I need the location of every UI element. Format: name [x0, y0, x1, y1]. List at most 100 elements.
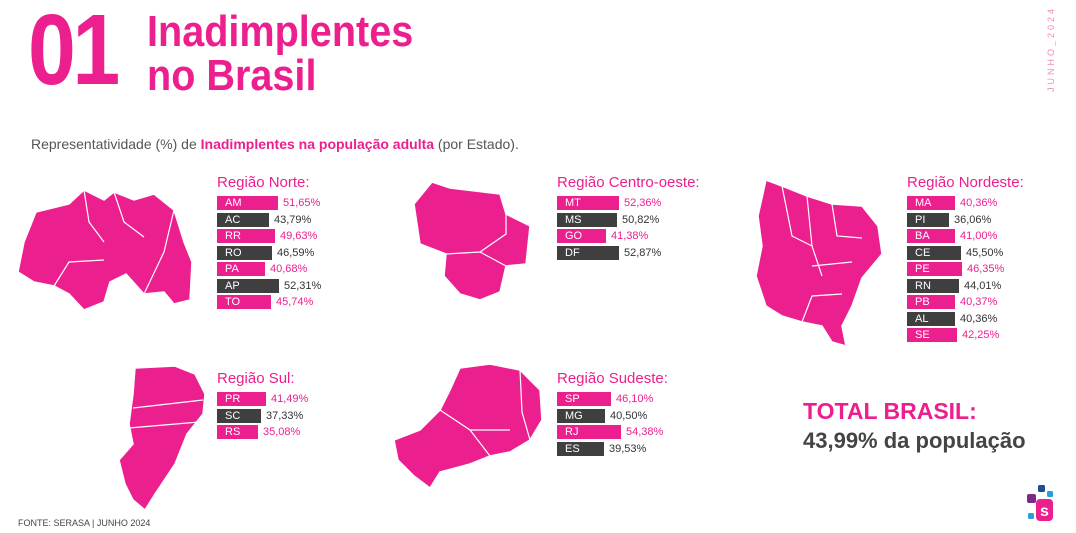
subtitle-suffix: (por Estado).: [434, 136, 519, 152]
bar-row: AL 40,36%: [907, 311, 1024, 328]
total-value: 43,99% da população: [803, 428, 1026, 453]
map-centro-oeste: [413, 181, 531, 301]
bar-row: AM 51,65%: [217, 195, 320, 212]
bar: SE: [907, 328, 957, 342]
bar-row: PI 36,06%: [907, 212, 1024, 229]
bar-value-label: 40,36%: [960, 312, 998, 325]
bar: MT: [557, 196, 619, 210]
page-title: Inadimplentes no Brasil: [147, 10, 413, 98]
bar: PE: [907, 262, 962, 276]
bar-value-label: 41,00%: [960, 230, 998, 242]
bar-row: RO 46,59%: [217, 245, 314, 262]
subtitle-prefix: Representatividade (%) de: [31, 136, 201, 152]
bar-value-label: 46,35%: [967, 263, 1005, 275]
region-norte: Região Norte: AM 51,65% AC 43,79% RR 49,63% RO…: [217, 174, 321, 311]
total-label: TOTAL BRASIL:: [803, 398, 977, 424]
bar: MS: [557, 212, 617, 227]
bar: RJ: [557, 425, 621, 439]
region-title: Região Sul:: [217, 370, 295, 387]
bar-value-label: 36,06%: [954, 213, 992, 226]
bar-row: SC 37,33%: [217, 408, 303, 425]
source-note: FONTE: SERASA | JUNHO 2024: [18, 518, 151, 528]
bar: PI: [907, 212, 949, 227]
bar-row: MT 52,36%: [557, 195, 700, 212]
bar-row: AC 43,79%: [217, 212, 312, 229]
bar-row: AP 52,31%: [217, 278, 321, 295]
bar-row: RJ 54,38%: [557, 424, 668, 441]
bar-value-label: 45,50%: [966, 246, 1004, 259]
side-date-label: JUNHO_2024: [1046, 5, 1056, 92]
region-title: Região Norte:: [217, 174, 310, 191]
bar: AL: [907, 311, 955, 326]
region-title: Região Centro-oeste:: [557, 174, 700, 191]
bar-value-label: 43,79%: [274, 213, 312, 226]
bar: CE: [907, 245, 961, 260]
bar-value-label: 51,65%: [283, 197, 321, 209]
bar-row: PB 40,37%: [907, 294, 1024, 311]
bar-row: PA 40,68%: [217, 261, 310, 278]
bar: DF: [557, 245, 619, 260]
bar-value-label: 41,49%: [271, 393, 309, 405]
bar-row: RR 49,63%: [217, 228, 317, 245]
region-sul: Região Sul: PR 41,49% SC 37,33% RS 35,08%: [217, 370, 308, 441]
map-sudeste: [393, 363, 543, 490]
bar: GO: [557, 229, 606, 243]
bar-row: PE 46,35%: [907, 261, 1024, 278]
bar: RR: [217, 229, 275, 243]
serasa-logo-icon: s: [1027, 485, 1053, 521]
region-nordeste: Região Nordeste: MA 40,36% PI 36,06% BA 41,00…: [907, 174, 1024, 344]
bar: RN: [907, 278, 959, 293]
bar-value-label: 42,25%: [962, 329, 1000, 341]
bar-value-label: 46,59%: [277, 246, 315, 259]
bar: PB: [907, 295, 955, 309]
bar-row: CE 45,50%: [907, 245, 1024, 262]
bar: RS: [217, 425, 258, 439]
bar: MG: [557, 408, 605, 423]
bar-row: TO 45,74%: [217, 294, 313, 311]
bar: AP: [217, 278, 279, 293]
bar-row: DF 52,87%: [557, 245, 700, 262]
bar: AM: [217, 196, 278, 210]
bar-row: MA 40,36%: [907, 195, 1024, 212]
bar: SC: [217, 408, 261, 423]
page-title-line-1: Inadimplentes: [147, 7, 414, 56]
bar-value-label: 40,50%: [610, 409, 648, 422]
bar-value-label: 52,87%: [624, 246, 662, 259]
region-rows: PR 41,49% SC 37,33% RS 35,08%: [217, 391, 308, 441]
bar-row: MS 50,82%: [557, 212, 700, 229]
bar-value-label: 52,31%: [284, 279, 322, 292]
bar-value-label: 41,38%: [611, 230, 649, 242]
region-title: Região Nordeste:: [907, 174, 1024, 191]
bar: SP: [557, 392, 611, 406]
region-title: Região Sudeste:: [557, 370, 668, 387]
bar-row: SP 46,10%: [557, 391, 668, 408]
bar-value-label: 54,38%: [626, 426, 664, 438]
region-rows: MT 52,36% MS 50,82% GO 41,38% DF 52,87%: [557, 195, 700, 261]
bar-row: PR 41,49%: [217, 391, 308, 408]
bar-value-label: 35,08%: [263, 426, 301, 438]
bar-value-label: 40,37%: [960, 296, 998, 308]
subtitle-highlight: Inadimplentes na população adulta: [200, 136, 435, 152]
bar: RO: [217, 245, 272, 260]
bar-value-label: 37,33%: [266, 409, 304, 422]
bar-row: GO 41,38%: [557, 228, 700, 245]
bar-row: BA 41,00%: [907, 228, 1024, 245]
region-rows: SP 46,10% MG 40,50% RJ 54,38% ES 39,53%: [557, 391, 668, 457]
bar: MA: [907, 196, 955, 210]
bar: PR: [217, 392, 266, 406]
chart-subtitle: Representatividade (%) de Inadimplentes …: [31, 136, 519, 152]
bar-value-label: 46,10%: [616, 393, 654, 405]
bar: AC: [217, 212, 269, 227]
svg-text:s: s: [1040, 503, 1049, 520]
bar-value-label: 44,01%: [964, 279, 1002, 292]
map-sul: [118, 365, 206, 512]
bar-value-label: 39,53%: [609, 442, 647, 455]
bar-value-label: 40,68%: [270, 263, 308, 275]
section-number: 01: [28, 0, 120, 106]
region-sudeste: Região Sudeste: SP 46,10% MG 40,50% RJ 54,38%…: [557, 370, 668, 457]
bar-value-label: 50,82%: [622, 213, 660, 226]
map-norte: [17, 189, 193, 311]
bar-value-label: 40,36%: [960, 197, 998, 209]
bar-row: RS 35,08%: [217, 424, 300, 441]
bar-row: ES 39,53%: [557, 441, 668, 458]
